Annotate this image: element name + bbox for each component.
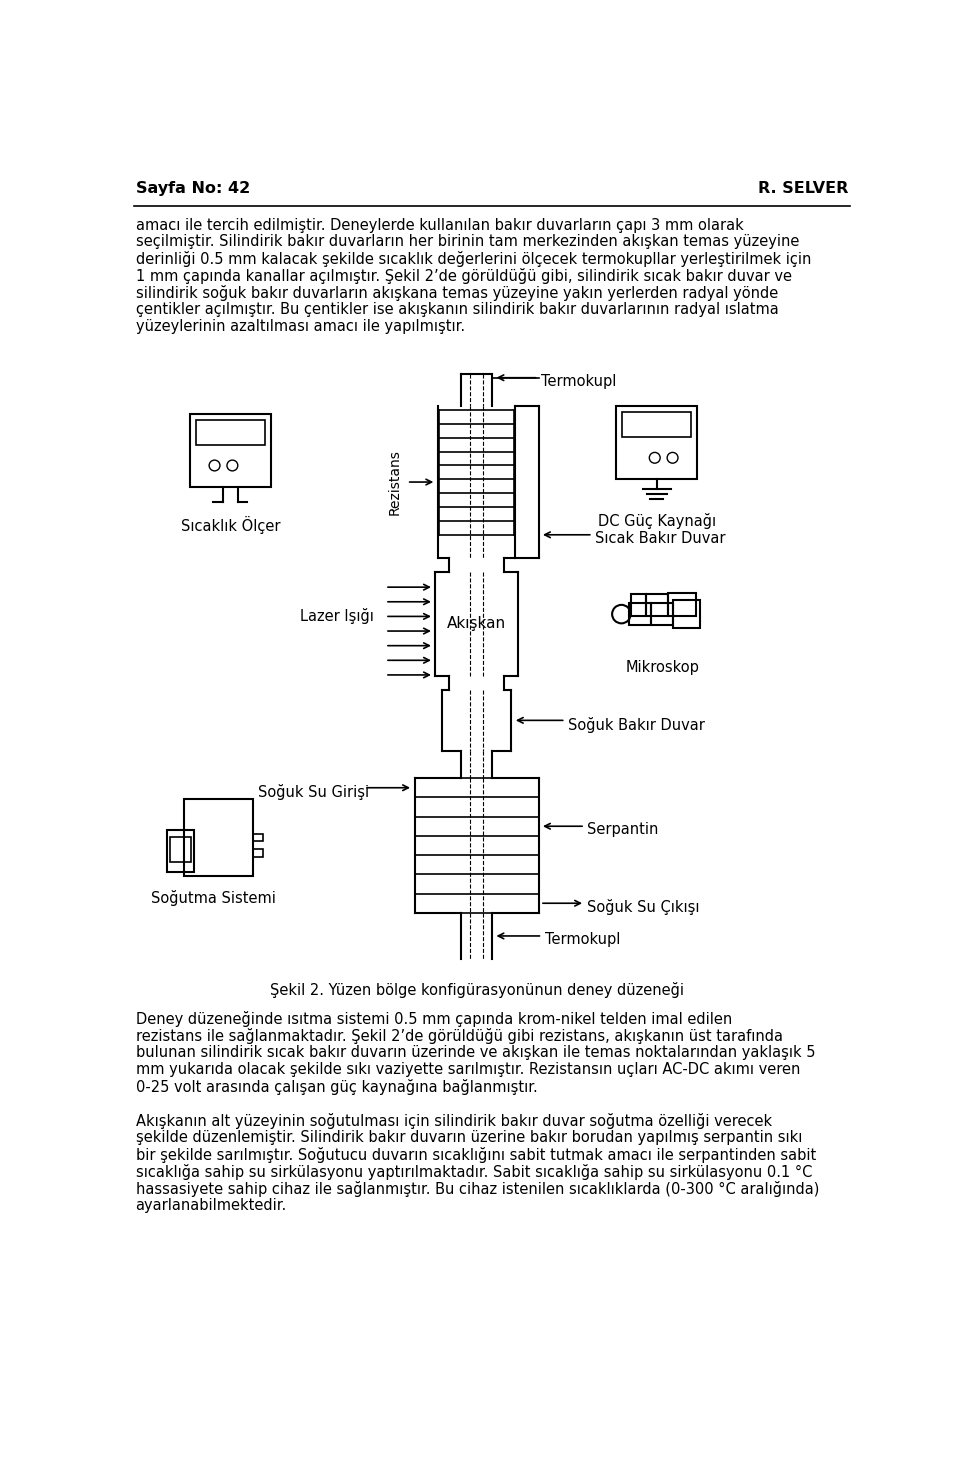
Text: R. SELVER: R. SELVER — [758, 181, 849, 196]
Text: bulunan silindirik sıcak bakır duvarın üzerinde ve akışkan ile temas noktalarınd: bulunan silindirik sıcak bakır duvarın ü… — [135, 1045, 815, 1060]
Bar — [166, 829, 194, 872]
Text: Soğuk Bakır Duvar: Soğuk Bakır Duvar — [568, 717, 705, 733]
Bar — [673, 600, 701, 628]
Bar — [622, 412, 691, 437]
Text: Soğutma Sistemi: Soğutma Sistemi — [151, 889, 276, 905]
Bar — [183, 799, 253, 876]
Bar — [651, 603, 673, 625]
Text: çentikler açılmıştır. Bu çentikler ise akışkanın silindirik bakır duvarlarının r: çentikler açılmıştır. Bu çentikler ise a… — [135, 302, 779, 317]
Bar — [668, 593, 696, 616]
Text: Akışkan: Akışkan — [447, 616, 506, 631]
Text: Deney düzeneğinde ısıtma sistemi 0.5 mm çapında krom-nikel telden imal edilen: Deney düzeneğinde ısıtma sistemi 0.5 mm … — [135, 1012, 732, 1028]
Text: 0-25 volt arasında çalışan güç kaynağına bağlanmıştır.: 0-25 volt arasında çalışan güç kaynağına… — [135, 1079, 538, 1095]
Bar — [253, 848, 263, 857]
Text: Termokupl: Termokupl — [540, 374, 616, 388]
Text: Sıcak Bakır Duvar: Sıcak Bakır Duvar — [595, 531, 726, 546]
Text: Termokupl: Termokupl — [544, 931, 620, 948]
Text: Lazer Işığı: Lazer Işığı — [300, 607, 373, 623]
Text: şekilde düzenlemiştir. Silindirik bakır duvarın üzerine bakır borudan yapılmış s: şekilde düzenlemiştir. Silindirik bakır … — [135, 1130, 802, 1145]
Bar — [629, 603, 651, 625]
Text: yüzeylerinin azaltılması amacı ile yapılmıştır.: yüzeylerinin azaltılması amacı ile yapıl… — [135, 320, 465, 334]
Text: rezistans ile sağlanmaktadır. Şekil 2’de görüldüğü gibi rezistans, akışkanın üst: rezistans ile sağlanmaktadır. Şekil 2’de… — [135, 1028, 782, 1044]
Text: Soğuk Su Çıkışı: Soğuk Su Çıkışı — [588, 899, 700, 915]
Text: Şekil 2. Yüzen bölge konfigürasyonünun deney düzeneği: Şekil 2. Yüzen bölge konfigürasyonünun d… — [270, 983, 684, 999]
Bar — [646, 594, 668, 616]
Text: hassasiyete sahip cihaz ile sağlanmıştır. Bu cihaz istenilen sıcaklıklarda (0-30: hassasiyete sahip cihaz ile sağlanmıştır… — [135, 1181, 819, 1197]
Bar — [196, 420, 265, 445]
Text: Soğuk Su Girişi: Soğuk Su Girişi — [258, 784, 370, 800]
Text: bir şekilde sarılmıştır. Soğutucu duvarın sıcaklığını sabit tutmak amacı ile ser: bir şekilde sarılmıştır. Soğutucu duvarı… — [135, 1148, 816, 1164]
Text: Sayfa No: 42: Sayfa No: 42 — [135, 181, 250, 196]
Bar — [253, 834, 263, 841]
Text: sıcaklığa sahip su sirkülasyonu yaptırılmaktadır. Sabit sıcaklığa sahip su sirkü: sıcaklığa sahip su sirkülasyonu yaptırıl… — [135, 1164, 812, 1180]
Text: derinliği 0.5 mm kalacak şekilde sıcaklık değerlerini ölçecek termokupllar yerle: derinliği 0.5 mm kalacak şekilde sıcaklı… — [135, 251, 811, 267]
Text: mm yukarıda olacak şekilde sıkı vaziyette sarılmıştır. Rezistansın uçları AC-DC : mm yukarıda olacak şekilde sıkı vaziyett… — [135, 1063, 800, 1077]
Text: amacı ile tercih edilmiştir. Deneylerde kullanılan bakır duvarların çapı 3 mm ol: amacı ile tercih edilmiştir. Deneylerde … — [135, 218, 743, 232]
Text: Serpantin: Serpantin — [588, 822, 659, 838]
Text: silindirik soğuk bakır duvarların akışkana temas yüzeyine yakın yerlerden radyal: silindirik soğuk bakır duvarların akışka… — [135, 285, 778, 301]
Text: seçilmiştir. Silindirik bakır duvarların her birinin tam merkezinden akışkan tem: seçilmiştir. Silindirik bakır duvarların… — [135, 235, 799, 250]
Text: Akışkanın alt yüzeyinin soğutulması için silindirik bakır duvar soğutma özelliği: Akışkanın alt yüzeyinin soğutulması için… — [135, 1113, 772, 1129]
Text: Mikroskop: Mikroskop — [626, 660, 700, 676]
Text: Sıcaklık Ölçer: Sıcaklık Ölçer — [180, 517, 280, 534]
Text: ayarlanabilmektedir.: ayarlanabilmektedir. — [135, 1197, 287, 1213]
Bar — [616, 406, 697, 479]
Bar — [631, 594, 646, 616]
Text: 1 mm çapında kanallar açılmıştır. Şekil 2’de görüldüğü gibi, silindirik sıcak ba: 1 mm çapında kanallar açılmıştır. Şekil … — [135, 269, 791, 285]
Bar — [190, 413, 271, 488]
Text: DC Güç Kaynağı: DC Güç Kaynağı — [598, 514, 716, 529]
Bar — [170, 838, 191, 861]
Text: Rezistans: Rezistans — [388, 450, 402, 515]
